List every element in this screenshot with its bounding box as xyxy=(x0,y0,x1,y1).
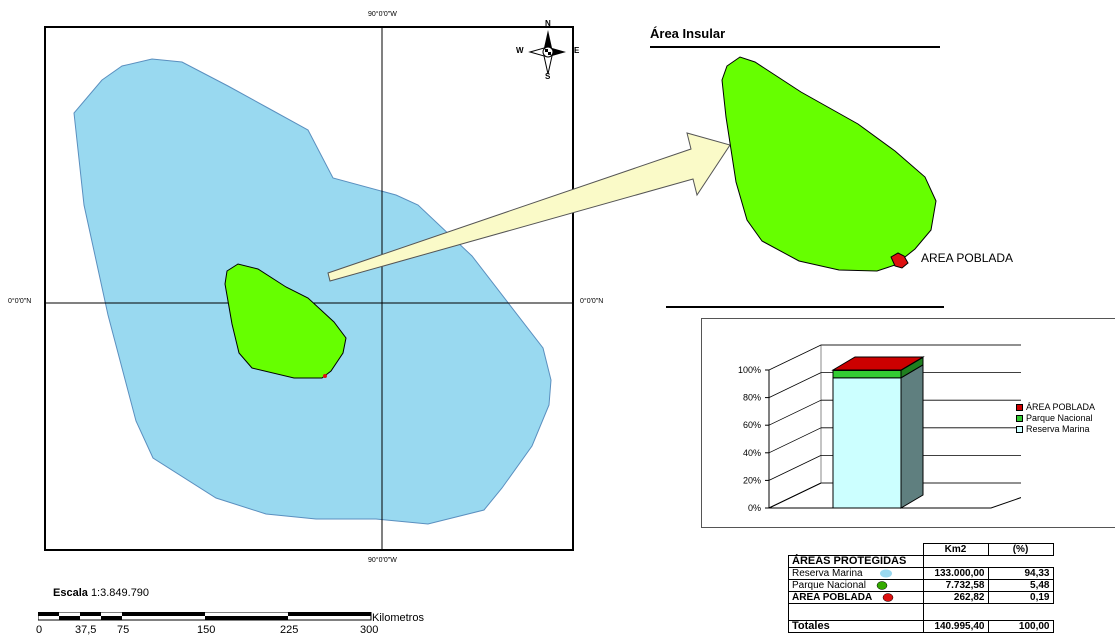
inset-title: Área Insular xyxy=(650,26,726,41)
chart-ytick-label: 100% xyxy=(738,365,761,375)
chart-bars xyxy=(831,356,925,509)
legend-item-poblada: ÁREA POBLADA xyxy=(1016,402,1095,413)
row-label-poblada: ÁREA POBLADA xyxy=(792,592,872,603)
legend-item-parque: Parque Nacional xyxy=(1016,413,1095,424)
parque-nacional-area xyxy=(224,263,347,379)
inset-top-rule xyxy=(650,46,940,48)
legend-swatch-poblada xyxy=(1016,404,1023,411)
scale-ratio: 1:3.849.790 xyxy=(90,587,150,599)
areas-protegidas-header: ÁREAS PROTEGIDAS xyxy=(788,555,924,568)
legend-label-reserva: Reserva Marina xyxy=(1026,424,1090,434)
table-total-row: Totales 140.995,40 100,00 xyxy=(788,620,1054,633)
chart-bar-segment-2 xyxy=(832,369,902,379)
coord-bottom-label: 90°0'0"W xyxy=(368,557,397,564)
chart-gridline-side xyxy=(768,427,822,454)
chart-legend: ÁREA POBLADA Parque Nacional Reserva Mar… xyxy=(1016,402,1095,435)
zoom-arrow xyxy=(327,132,731,282)
chart-ytick-label: 0% xyxy=(748,503,761,513)
scale-tick-2: 75 xyxy=(117,624,130,636)
row-pct-parque: 5,48 xyxy=(987,579,1054,592)
chart-bar-top xyxy=(831,356,925,371)
scale-unit: Kilometros xyxy=(372,612,424,624)
total-pct: 100,00 xyxy=(987,620,1054,633)
chart-gridline-side xyxy=(768,344,822,371)
scale-tick-4: 225 xyxy=(280,624,299,636)
total-label: Totales xyxy=(788,620,924,633)
scale-bar xyxy=(38,612,372,621)
chart-bar-segment-1 xyxy=(832,377,902,509)
inset-bottom-rule xyxy=(666,306,944,308)
coord-left-label: 0°0'0"N xyxy=(8,298,32,305)
legend-label-parque: Parque Nacional xyxy=(1026,413,1093,423)
inset-island-map xyxy=(721,56,937,272)
table-spacer-row xyxy=(788,603,1054,621)
compass-s: S xyxy=(545,72,551,81)
area-poblada-icon xyxy=(882,593,893,602)
reserva-marina-icon xyxy=(880,569,893,578)
chart-ytick-label: 80% xyxy=(743,393,761,403)
coord-right-label: 0°0'0"N xyxy=(580,298,604,305)
table-header-row: Km2 (%) xyxy=(789,543,1054,556)
protected-areas-table: Km2 (%) ÁREAS PROTEGIDAS Reserva Marina … xyxy=(788,543,1054,633)
scale-tick-3: 150 xyxy=(197,624,216,636)
col-km2-header: Km2 xyxy=(922,543,989,556)
compass-e: E xyxy=(574,46,580,55)
scale-tick-0: 0 xyxy=(36,624,43,636)
chart-ytick-label: 20% xyxy=(743,475,761,485)
inset-parque-nacional-area xyxy=(721,56,937,272)
compass-rose-icon xyxy=(528,30,566,75)
chart-bar-side-1 xyxy=(900,363,924,509)
main-map-frame xyxy=(44,26,574,551)
scale-tick-1: 37,5 xyxy=(75,624,97,636)
legend-swatch-parque xyxy=(1016,415,1023,422)
table-row: Parque Nacional 7.732,58 5,48 xyxy=(788,579,1054,592)
row-pct-reserva: 94,33 xyxy=(987,567,1054,580)
compass-n: N xyxy=(545,19,551,28)
scale-title: Escala 1:3.849.790 xyxy=(53,587,149,599)
stacked-bar-chart: 0% 20% 40% 60% 80% 100% xyxy=(738,344,1021,513)
row-pct-poblada: 0,19 xyxy=(987,591,1054,604)
reserva-marina-area xyxy=(73,58,552,525)
scale-tick-5: 300 xyxy=(360,624,379,636)
table-row: Reserva Marina 133.000,00 94,33 xyxy=(788,567,1054,580)
row-label-parque: Parque Nacional xyxy=(792,580,866,591)
row-label-reserva: Reserva Marina xyxy=(792,568,863,579)
chart-ytick-labels: 0% 20% 40% 60% 80% 100% xyxy=(738,365,761,513)
chart-gridline-side xyxy=(768,455,822,481)
compass-w: W xyxy=(516,46,524,55)
chart-ytick-label: 60% xyxy=(743,420,761,430)
total-km2: 140.995,40 xyxy=(922,620,989,633)
table-section-row: ÁREAS PROTEGIDAS xyxy=(788,555,1054,568)
area-poblada-label: AREA POBLADA xyxy=(921,251,1014,265)
row-km2-parque: 7.732,58 xyxy=(922,579,989,592)
col-pct-header: (%) xyxy=(987,543,1054,556)
chart-ytick-label: 40% xyxy=(743,448,761,458)
row-km2-reserva: 133.000,00 xyxy=(922,567,989,580)
area-poblada-dot xyxy=(323,374,327,378)
chart-gridline-side xyxy=(768,482,822,509)
chart-gridline-side xyxy=(768,399,822,426)
inset-area-poblada xyxy=(890,252,909,269)
legend-label-poblada: ÁREA POBLADA xyxy=(1026,402,1096,412)
legend-swatch-reserva xyxy=(1016,426,1023,433)
legend-item-reserva: Reserva Marina xyxy=(1016,424,1095,435)
row-km2-poblada: 262,82 xyxy=(922,591,989,604)
parque-nacional-icon xyxy=(876,581,887,590)
scale-word: Escala xyxy=(53,587,88,599)
main-map xyxy=(46,28,572,549)
coord-top-label: 90°0'0"W xyxy=(368,11,397,18)
table-row: ÁREA POBLADA 262,82 0,19 xyxy=(788,591,1054,604)
chart-gridline-side xyxy=(768,372,822,398)
